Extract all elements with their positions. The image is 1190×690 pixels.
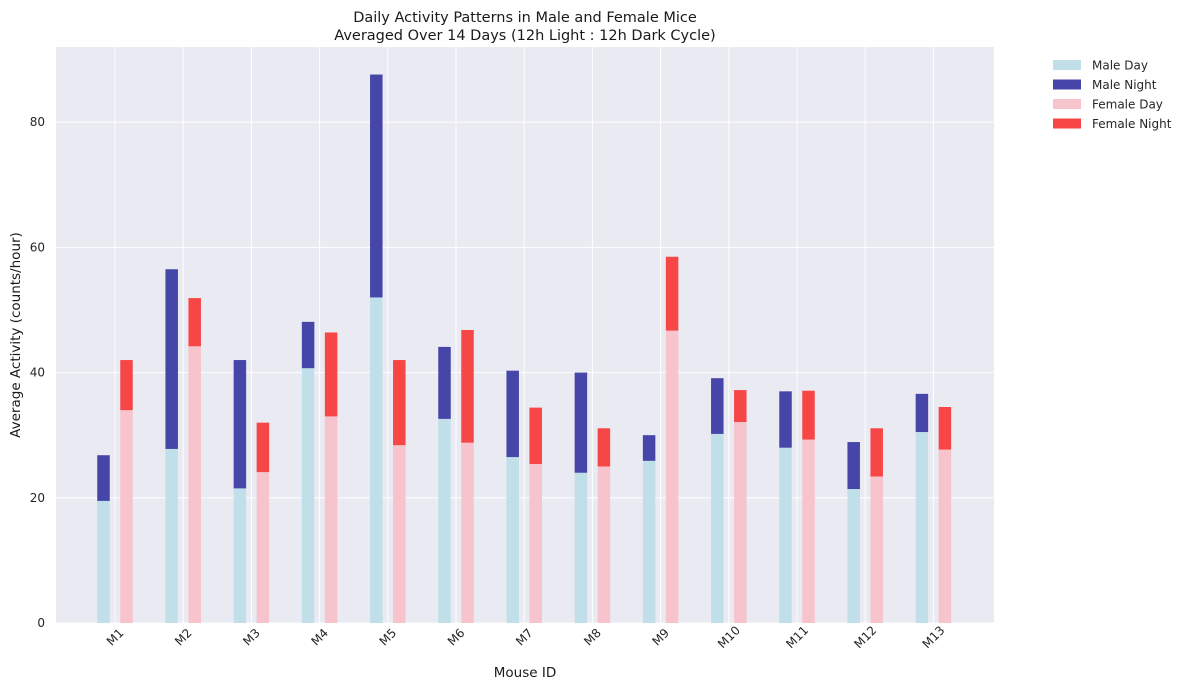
bar-female-day-m2 [188, 346, 201, 623]
bar-male-night-m4 [301, 321, 315, 369]
x-tick-label: M12 [851, 623, 879, 651]
x-axis-label: Mouse ID [494, 665, 556, 681]
chart-title-line: Daily Activity Patterns in Male and Fema… [353, 10, 697, 26]
bar-female-day-m8 [597, 466, 611, 623]
bar-male-night-m5 [370, 74, 383, 298]
bar-male-day-m13 [915, 432, 929, 623]
bar-male-night-m12 [847, 442, 860, 490]
bar-female-day-m6 [461, 442, 474, 623]
bar-male-day-m8 [574, 472, 588, 623]
y-tick-label: 80 [30, 115, 45, 129]
bar-female-day-m11 [802, 439, 815, 623]
bar-male-day-m12 [847, 489, 860, 623]
bar-female-day-m7 [529, 463, 542, 623]
bar-female-night-m1 [120, 360, 133, 411]
bar-male-night-m13 [915, 393, 929, 433]
bar-female-night-m7 [529, 407, 542, 464]
bar-male-night-m7 [506, 370, 519, 458]
x-tick-label: M2 [172, 626, 195, 649]
bar-male-night-m1 [97, 455, 110, 501]
x-tick-label: M13 [920, 623, 948, 651]
legend-swatch [1053, 60, 1081, 70]
grid-lines [56, 47, 994, 624]
y-axis-label: Average Activity (counts/hour) [8, 232, 24, 438]
bar-male-night-m11 [779, 391, 792, 448]
bar-female-night-m2 [188, 298, 201, 347]
bar-male-day-m2 [165, 448, 178, 623]
x-tick-labels: M1 M2 M3 M4 M5 M6 M7 M8 M9 M10 M11 M12 M13 [104, 623, 948, 651]
bar-male-night-m10 [711, 378, 724, 434]
legend-label: Female Night [1092, 117, 1172, 131]
bar-male-day-m3 [233, 488, 247, 623]
chart-title-line: Averaged Over 14 Days (12h Light : 12h D… [334, 28, 715, 44]
bar-male-night-m2 [165, 269, 178, 449]
chart-title: Daily Activity Patterns in Male and Fema… [334, 10, 715, 44]
bar-female-day-m3 [256, 472, 270, 623]
bar-male-day-m9 [642, 460, 656, 623]
y-tick-labels: 0 20 40 60 80 [30, 115, 45, 630]
legend-swatch [1053, 118, 1081, 129]
bar-male-day-m4 [301, 368, 315, 623]
x-tick-label: M5 [377, 626, 400, 649]
bar-male-night-m3 [233, 360, 247, 489]
bar-female-day-m12 [870, 476, 883, 623]
bar-female-night-m5 [393, 360, 406, 446]
bar-female-night-m8 [597, 428, 611, 467]
bar-female-night-m13 [938, 407, 952, 450]
y-tick-label: 60 [30, 240, 45, 254]
x-tick-label: M11 [783, 623, 811, 651]
bar-female-day-m13 [938, 449, 952, 623]
bar-female-night-m3 [256, 422, 270, 473]
x-tick-label: M4 [308, 626, 331, 649]
x-tick-label: M6 [445, 626, 468, 649]
bar-female-night-m6 [461, 329, 474, 443]
legend-label: Male Night [1092, 78, 1157, 92]
bar-female-night-m9 [665, 256, 679, 331]
bar-male-day-m11 [779, 447, 792, 623]
bar-male-day-m5 [370, 297, 383, 623]
plot-background [56, 47, 994, 623]
x-tick-label: M3 [240, 626, 263, 649]
bar-male-night-m6 [438, 346, 451, 419]
bar-female-day-m5 [393, 445, 406, 623]
bar-female-day-m9 [665, 330, 679, 623]
legend: Male Day Male Night Female Day Female Night [1053, 59, 1172, 131]
y-tick-label: 0 [37, 616, 45, 630]
legend-swatch [1053, 99, 1081, 109]
legend-swatch [1053, 79, 1081, 90]
legend-label: Female Day [1092, 98, 1163, 112]
y-tick-label: 40 [30, 366, 45, 380]
bar-male-night-m8 [574, 372, 588, 473]
bar-male-day-m7 [506, 457, 519, 623]
y-tick-label: 20 [30, 491, 45, 505]
bar-female-night-m10 [734, 390, 747, 423]
bar-female-day-m4 [324, 416, 338, 623]
bars [97, 74, 952, 623]
bar-female-day-m10 [734, 422, 747, 623]
x-tick-label: M1 [104, 626, 127, 649]
bar-female-night-m11 [802, 390, 815, 440]
bar-male-night-m9 [642, 435, 656, 461]
bar-male-day-m1 [97, 500, 110, 623]
bar-female-night-m12 [870, 428, 883, 477]
x-tick-label: M9 [649, 626, 672, 649]
x-tick-label: M10 [715, 623, 743, 651]
legend-label: Male Day [1092, 59, 1148, 73]
bar-female-night-m4 [324, 332, 338, 417]
bar-male-day-m6 [438, 418, 451, 623]
bar-female-day-m1 [120, 410, 133, 623]
x-tick-label: M7 [513, 626, 536, 649]
bar-male-day-m10 [711, 433, 724, 623]
x-tick-label: M8 [581, 626, 604, 649]
